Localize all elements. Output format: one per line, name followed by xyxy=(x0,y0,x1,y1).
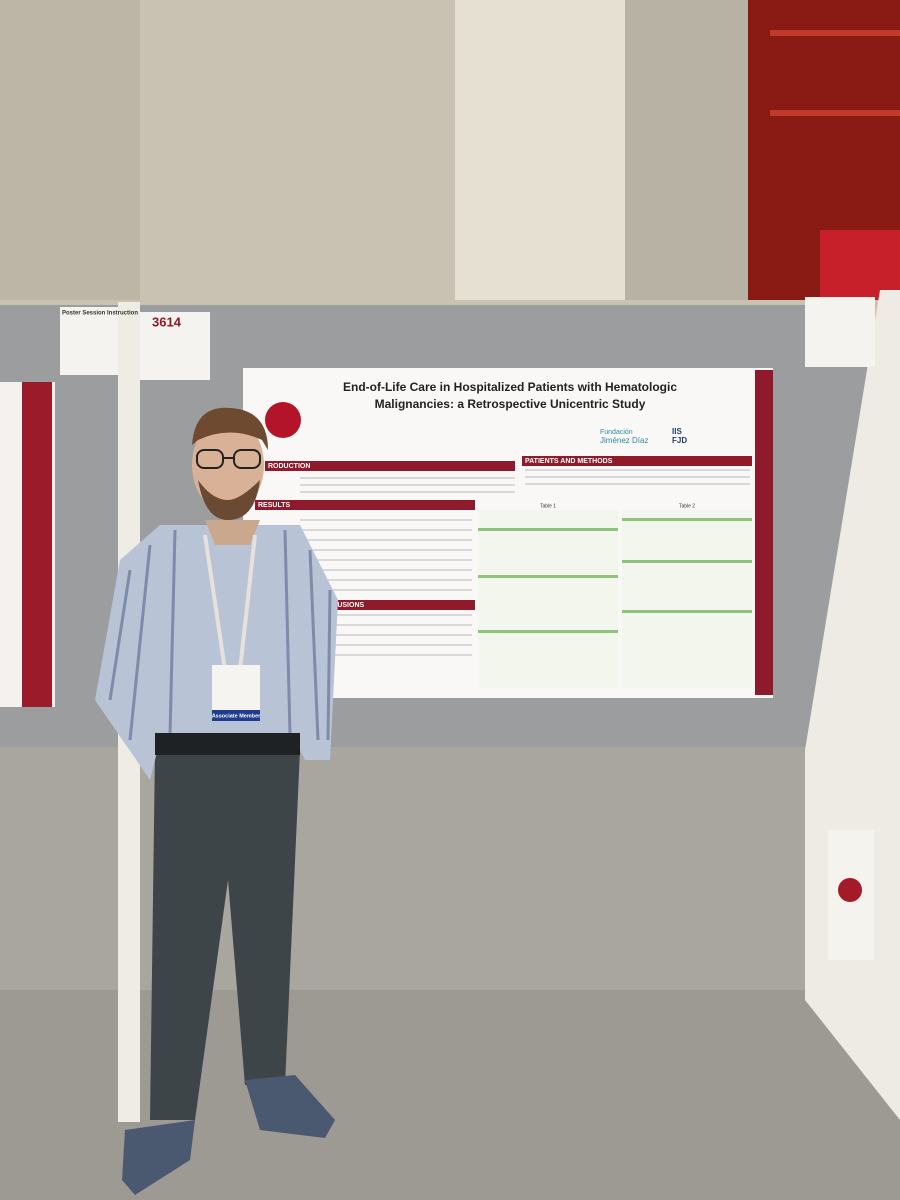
poster-title: Malignancies: a Retrospective Unicentric… xyxy=(375,397,646,411)
neck xyxy=(205,520,260,545)
beard xyxy=(198,480,260,520)
instruction-label: Poster Session Instruction xyxy=(62,311,138,317)
poster-sections: RODUCTION RESULTS CLUSIONS PATIENTS AND MET… xyxy=(255,456,752,610)
logo-text: IIS xyxy=(672,427,682,436)
instruction-sheet xyxy=(805,297,875,367)
section-title: PATIENTS AND METHODS xyxy=(525,458,613,465)
section-header xyxy=(255,500,475,510)
shirt-stripes xyxy=(108,529,332,741)
sign xyxy=(820,230,900,300)
poster-band xyxy=(755,370,773,695)
badge-band xyxy=(212,710,260,721)
pillar xyxy=(455,0,625,300)
glasses xyxy=(196,449,261,469)
trousers xyxy=(150,750,300,1120)
table-stripes xyxy=(478,518,752,633)
badge-text: Associate Member xyxy=(212,713,261,719)
wall-panel xyxy=(625,0,750,300)
section-title: RESULTS xyxy=(258,502,290,509)
poster-title: End-of-Life Care in Hospitalized Patient… xyxy=(343,380,677,394)
logo-text: Jiménez Díaz xyxy=(600,436,648,445)
table xyxy=(478,510,618,688)
table-caption: Table 1 xyxy=(540,503,556,509)
section-header xyxy=(325,600,475,610)
person: Associate Member xyxy=(95,407,338,1195)
neighbor-band xyxy=(22,382,52,707)
wall-panel xyxy=(0,0,140,300)
section-header xyxy=(265,461,515,471)
logo-text: Fundación xyxy=(600,429,633,436)
belt xyxy=(155,733,300,755)
face xyxy=(192,417,264,513)
section-title: CLUSIONS xyxy=(328,602,365,609)
poster-logo xyxy=(265,402,301,438)
side-logo xyxy=(838,878,862,902)
shirt xyxy=(95,525,338,780)
shoe xyxy=(245,1075,335,1138)
section-header xyxy=(522,456,752,466)
table xyxy=(622,510,752,688)
shoe xyxy=(122,1120,195,1195)
section-title: RODUCTION xyxy=(268,463,310,470)
beam xyxy=(770,110,900,116)
lanyard xyxy=(203,534,257,671)
number-card xyxy=(140,312,210,380)
table-caption: Table 2 xyxy=(679,503,695,509)
instruction-sheet xyxy=(60,307,118,375)
hair xyxy=(192,407,268,450)
logo-text: FJD xyxy=(672,436,687,445)
beam xyxy=(770,30,900,36)
text-lines xyxy=(300,469,750,656)
board-number: 3614 xyxy=(152,314,182,329)
